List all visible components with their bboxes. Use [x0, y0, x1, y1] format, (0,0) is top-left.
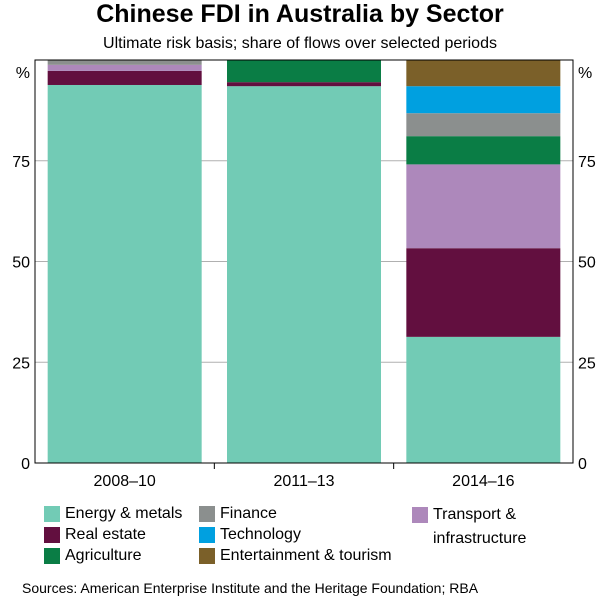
bar-segment [47, 60, 202, 65]
y-tick-label-left: 25 [12, 355, 30, 372]
y-tick-label-left: 75 [12, 154, 30, 171]
bar-segment [227, 86, 381, 463]
y-tick-label-left: 50 [12, 255, 30, 272]
legend-item: Real estate [44, 526, 146, 544]
legend-swatch [412, 507, 428, 523]
legend-item: Transport & infrastructure [412, 506, 526, 551]
legend-label: Entertainment & tourism [220, 547, 392, 564]
y-tick-label-right: 0 [578, 456, 587, 473]
bar-segment [406, 248, 561, 337]
plot-frame [34, 59, 574, 464]
y-tick-label-right: 50 [578, 255, 596, 272]
legend-item: Energy & metals [44, 505, 182, 523]
chart-title: Chinese FDI in Australia by Sector [96, 0, 504, 28]
legend-item: Entertainment & tourism [199, 547, 392, 565]
legend-swatch [44, 527, 60, 543]
legend-label: Real estate [65, 526, 146, 543]
bar-segment [227, 82, 381, 87]
legend-swatch [44, 506, 60, 522]
legend-label: infrastructure [433, 530, 527, 547]
legend-label: Energy & metals [65, 505, 183, 522]
bar-segment [47, 84, 202, 464]
legend-item: Agriculture [44, 547, 141, 565]
x-tick-label: 2011–13 [273, 473, 334, 490]
x-tick-label: 2008–10 [94, 473, 156, 490]
bar-segment [47, 64, 202, 71]
bar-segment [47, 70, 202, 85]
y-tick-label-right: 75 [578, 154, 596, 171]
y-tick-label-right: 25 [578, 355, 596, 372]
legend-swatch [199, 548, 215, 564]
bar-segment [406, 164, 561, 249]
y-axis-unit-right: % [578, 65, 592, 82]
y-tick-label-left: 0 [21, 456, 30, 473]
source-note: Sources: American Enterprise Institute a… [22, 580, 479, 596]
legend-item: Technology [199, 526, 301, 544]
bar-segment [406, 86, 561, 114]
legend-label: Finance [220, 505, 277, 522]
bar-segment [406, 336, 561, 463]
legend-swatch [199, 527, 215, 543]
legend-label: Technology [220, 526, 301, 543]
bar-segment [406, 60, 561, 87]
y-axis-unit-left: % [16, 65, 30, 82]
legend-label: Agriculture [65, 547, 142, 564]
legend-item: Finance [199, 505, 277, 523]
legend-swatch [44, 548, 60, 564]
bar-segment [406, 136, 561, 165]
legend-swatch [199, 506, 215, 522]
x-tick-label: 2014–16 [452, 473, 514, 490]
bar-segment [406, 113, 561, 137]
bar-segment [227, 60, 381, 83]
chart-subtitle: Ultimate risk basis; share of flows over… [103, 35, 497, 52]
legend-label: Transport & [433, 506, 516, 523]
